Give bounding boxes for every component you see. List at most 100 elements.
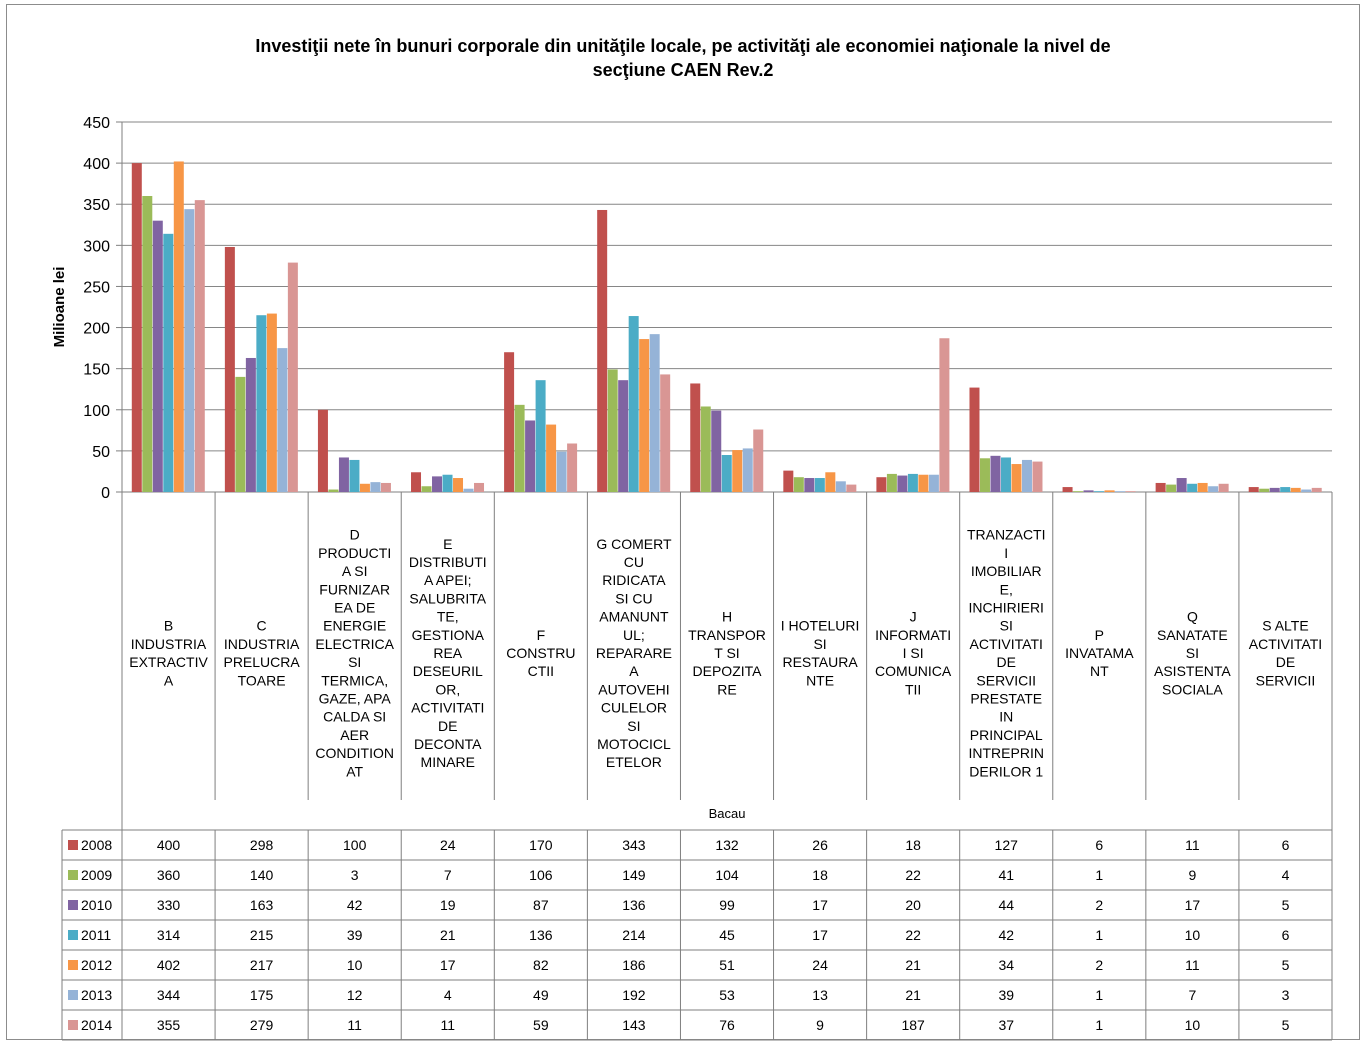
category-label: SI bbox=[1186, 645, 1199, 661]
category-label: DERILOR 1 bbox=[969, 763, 1043, 779]
bar bbox=[1083, 490, 1094, 492]
bar bbox=[1176, 478, 1187, 492]
category-label: TII bbox=[905, 681, 921, 697]
bar bbox=[380, 482, 391, 492]
bar bbox=[317, 409, 328, 492]
bar bbox=[504, 352, 515, 492]
bar bbox=[1187, 483, 1198, 492]
bar bbox=[607, 369, 618, 492]
bar bbox=[1259, 488, 1270, 492]
category-label: AER bbox=[340, 727, 369, 743]
category-label: SALUBRITA bbox=[409, 590, 486, 606]
category-label: C bbox=[257, 618, 267, 634]
bar bbox=[1115, 491, 1126, 492]
table-cell: 12 bbox=[347, 987, 363, 1003]
bar bbox=[567, 443, 578, 492]
table-cell: 51 bbox=[719, 957, 735, 973]
bar bbox=[328, 489, 339, 492]
bar bbox=[287, 262, 298, 492]
table-cell: 6 bbox=[1095, 837, 1103, 853]
bar bbox=[1125, 491, 1136, 492]
bar bbox=[442, 474, 453, 492]
table-cell: 127 bbox=[995, 837, 1019, 853]
category-label: TE, bbox=[437, 609, 459, 625]
category-label: ACTIVITATI bbox=[1249, 636, 1322, 652]
category-label: CU bbox=[624, 554, 644, 570]
table-cell: 39 bbox=[347, 927, 363, 943]
category-label: MINARE bbox=[421, 754, 475, 770]
bar bbox=[1104, 490, 1115, 492]
table-cell: 214 bbox=[622, 927, 646, 943]
table-cell: 136 bbox=[622, 897, 646, 913]
legend-key bbox=[68, 990, 78, 1000]
table-cell: 39 bbox=[998, 987, 1014, 1003]
bar bbox=[690, 383, 701, 492]
category-label: SI bbox=[348, 654, 361, 670]
category-label: DE bbox=[438, 718, 457, 734]
bar bbox=[1218, 483, 1229, 492]
group-label: Bacau bbox=[709, 806, 746, 821]
table-cell: 2 bbox=[1095, 957, 1103, 973]
table-cell: 11 bbox=[1185, 957, 1200, 973]
bar bbox=[721, 455, 732, 492]
category-label: SOCIALA bbox=[1162, 681, 1223, 697]
bar bbox=[1011, 464, 1022, 492]
category-label: INVATAMA bbox=[1065, 645, 1134, 661]
table-cell: 7 bbox=[444, 867, 452, 883]
category-label: SI bbox=[627, 718, 640, 734]
category-label: INDUSTRIA bbox=[131, 636, 207, 652]
category-label: DESEURIL bbox=[413, 663, 483, 679]
category-label: IMOBILIAR bbox=[971, 563, 1042, 579]
bar bbox=[825, 472, 836, 492]
table-cell: 1 bbox=[1095, 927, 1103, 943]
category-label: MOTOCICL bbox=[597, 736, 671, 752]
bar bbox=[876, 477, 887, 492]
category-label: NTE bbox=[806, 672, 834, 688]
table-cell: 140 bbox=[250, 867, 274, 883]
y-tick-label: 150 bbox=[83, 362, 110, 379]
table-cell: 37 bbox=[998, 1017, 1014, 1033]
bar bbox=[618, 380, 629, 492]
category-label: Q bbox=[1187, 609, 1198, 625]
bar bbox=[742, 448, 753, 492]
category-label: UL; bbox=[623, 627, 645, 643]
category-label: DISTRIBUTI bbox=[409, 554, 487, 570]
legend-key bbox=[68, 930, 78, 940]
category-label: EXTRACTIV bbox=[129, 654, 208, 670]
category-label: CTII bbox=[528, 663, 554, 679]
category-label: AUTOVEHI bbox=[598, 681, 669, 697]
table-cell: 11 bbox=[347, 1017, 362, 1033]
bar bbox=[245, 357, 256, 492]
bar bbox=[453, 478, 464, 492]
bar bbox=[597, 209, 608, 492]
bar bbox=[1032, 461, 1043, 492]
table-cell: 186 bbox=[622, 957, 646, 973]
table-cell: 76 bbox=[719, 1017, 735, 1033]
table-cell: 402 bbox=[157, 957, 181, 973]
bar bbox=[649, 334, 660, 492]
table-cell: 215 bbox=[250, 927, 274, 943]
y-tick-label: 450 bbox=[83, 115, 110, 132]
bar bbox=[370, 482, 381, 492]
table-cell: 192 bbox=[622, 987, 646, 1003]
category-label: FURNIZAR bbox=[319, 581, 390, 597]
category-label: EA DE bbox=[334, 600, 375, 616]
table-cell: 6 bbox=[1282, 927, 1290, 943]
legend-label: 2012 bbox=[81, 957, 112, 973]
bar bbox=[814, 478, 825, 492]
table-cell: 100 bbox=[343, 837, 367, 853]
table-cell: 9 bbox=[1188, 867, 1196, 883]
bar bbox=[979, 458, 990, 492]
bar bbox=[990, 455, 1001, 492]
bar bbox=[918, 474, 929, 492]
bar bbox=[1280, 487, 1291, 492]
table-cell: 6 bbox=[1282, 837, 1290, 853]
table-cell: 53 bbox=[719, 987, 735, 1003]
category-label: I bbox=[1004, 545, 1008, 561]
category-label: SI bbox=[1000, 618, 1013, 634]
category-label: TRANSPOR bbox=[688, 627, 766, 643]
category-label: CALDA SI bbox=[323, 709, 386, 725]
legend-label: 2010 bbox=[81, 897, 112, 913]
category-label: INDUSTRIA bbox=[224, 636, 300, 652]
category-label: INFORMATI bbox=[875, 627, 951, 643]
